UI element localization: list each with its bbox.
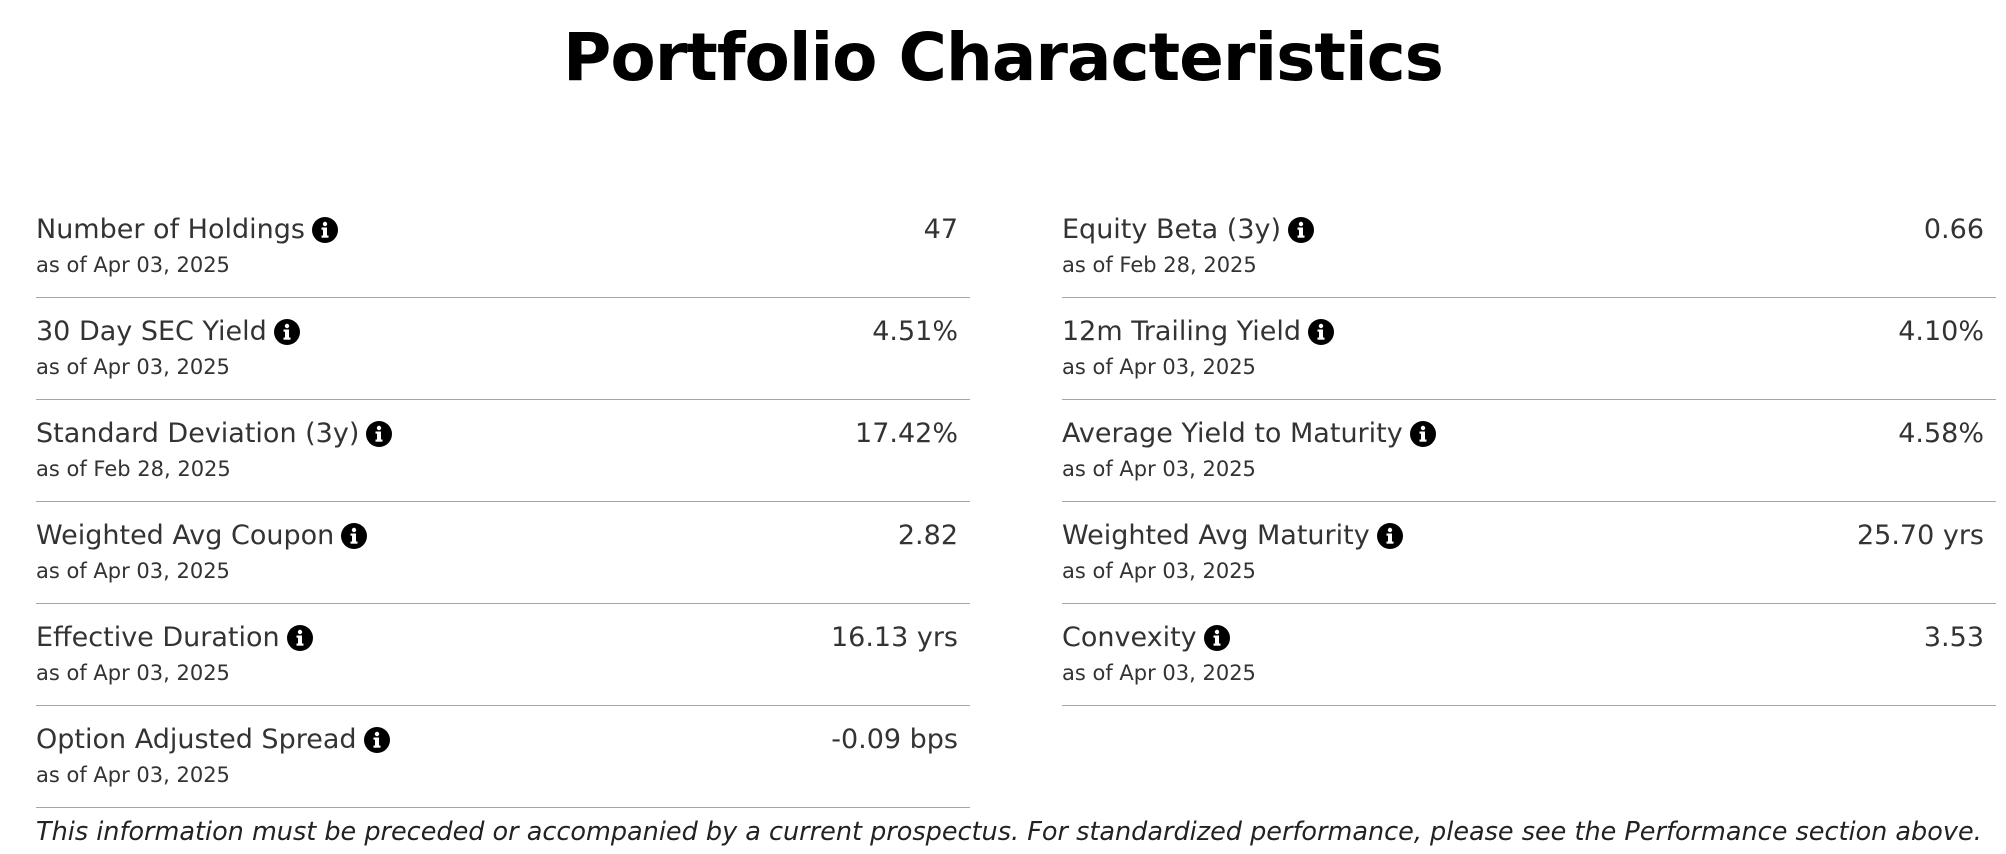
row-label: 30 Day SEC Yield <box>36 316 267 347</box>
row-value: 4.10% <box>1898 316 1984 347</box>
info-icon[interactable] <box>311 216 339 244</box>
info-icon[interactable] <box>1287 216 1315 244</box>
row-value: -0.09 bps <box>831 724 958 755</box>
page-title: Portfolio Characteristics <box>563 19 1444 96</box>
info-icon[interactable] <box>273 318 301 346</box>
info-icon[interactable] <box>365 420 393 448</box>
row-date: as of Apr 03, 2025 <box>36 559 230 583</box>
characteristic-row: 30 Day SEC Yield as of Apr 03, 2025 4.51% <box>36 298 970 400</box>
row-label: Option Adjusted Spread <box>36 724 357 755</box>
characteristic-row: Average Yield to Maturity as of Apr 03, 2… <box>1062 400 1996 502</box>
row-label: Weighted Avg Maturity <box>1062 520 1370 551</box>
row-label: Equity Beta (3y) <box>1062 214 1282 245</box>
row-label-wrap: 12m Trailing Yield <box>1062 314 1335 350</box>
characteristic-row: Number of Holdings as of Apr 03, 2025 47 <box>36 196 970 298</box>
row-label: 12m Trailing Yield <box>1062 316 1302 347</box>
row-date: as of Apr 03, 2025 <box>36 763 230 787</box>
row-label: Convexity <box>1062 622 1197 653</box>
row-date: as of Feb 28, 2025 <box>36 457 231 481</box>
row-date: as of Apr 03, 2025 <box>1062 457 1256 481</box>
row-date: as of Apr 03, 2025 <box>1062 559 1256 583</box>
characteristic-row: Convexity as of Apr 03, 2025 3.53 <box>1062 604 1996 706</box>
row-label-wrap: 30 Day SEC Yield <box>36 314 301 350</box>
row-value: 47 <box>923 214 958 245</box>
row-date: as of Apr 03, 2025 <box>36 661 230 685</box>
row-date: as of Apr 03, 2025 <box>1062 355 1256 379</box>
characteristic-row: Effective Duration as of Apr 03, 2025 16.1… <box>36 604 970 706</box>
row-label-wrap: Convexity <box>1062 620 1231 656</box>
footnote: This information must be preceded or acc… <box>36 817 1982 847</box>
info-icon[interactable] <box>286 624 314 652</box>
row-label: Weighted Avg Coupon <box>36 520 335 551</box>
row-value: 4.58% <box>1898 418 1984 449</box>
row-date: as of Apr 03, 2025 <box>36 253 230 277</box>
row-label: Number of Holdings <box>36 214 305 245</box>
row-label-wrap: Standard Deviation (3y) <box>36 416 393 452</box>
row-value: 17.42% <box>855 418 958 449</box>
row-label-wrap: Number of Holdings <box>36 212 339 248</box>
row-label-wrap: Average Yield to Maturity <box>1062 416 1437 452</box>
characteristic-row: Weighted Avg Coupon as of Apr 03, 2025 2.8… <box>36 502 970 604</box>
info-icon[interactable] <box>363 726 391 754</box>
row-label-wrap: Weighted Avg Coupon <box>36 518 368 554</box>
row-value: 0.66 <box>1923 214 1984 245</box>
characteristic-row: Option Adjusted Spread as of Apr 03, 2025… <box>36 706 970 808</box>
info-icon[interactable] <box>340 522 368 550</box>
row-label: Effective Duration <box>36 622 280 653</box>
row-value: 3.53 <box>1923 622 1984 653</box>
info-icon[interactable] <box>1307 318 1335 346</box>
row-label: Average Yield to Maturity <box>1062 418 1403 449</box>
info-icon[interactable] <box>1203 624 1231 652</box>
characteristic-row: Standard Deviation (3y) as of Feb 28, 202… <box>36 400 970 502</box>
characteristic-row: Equity Beta (3y) as of Feb 28, 2025 0.66 <box>1062 196 1996 298</box>
characteristic-row: 12m Trailing Yield as of Apr 03, 2025 4.10… <box>1062 298 1996 400</box>
row-label: Standard Deviation (3y) <box>36 418 360 449</box>
row-label-wrap: Option Adjusted Spread <box>36 722 391 758</box>
row-label-wrap: Weighted Avg Maturity <box>1062 518 1404 554</box>
right-column: Equity Beta (3y) as of Feb 28, 2025 0.66 12… <box>1062 196 1996 706</box>
row-date: as of Apr 03, 2025 <box>1062 661 1256 685</box>
row-value: 2.82 <box>897 520 958 551</box>
row-label-wrap: Effective Duration <box>36 620 314 656</box>
row-value: 4.51% <box>872 316 958 347</box>
row-label-wrap: Equity Beta (3y) <box>1062 212 1315 248</box>
row-value: 16.13 yrs <box>830 622 958 653</box>
row-date: as of Apr 03, 2025 <box>36 355 230 379</box>
left-column: Number of Holdings as of Apr 03, 2025 47 30… <box>36 196 970 808</box>
row-date: as of Feb 28, 2025 <box>1062 253 1257 277</box>
characteristic-row: Weighted Avg Maturity as of Apr 03, 2025 2… <box>1062 502 1996 604</box>
info-icon[interactable] <box>1409 420 1437 448</box>
row-value: 25.70 yrs <box>1856 520 1984 551</box>
info-icon[interactable] <box>1376 522 1404 550</box>
